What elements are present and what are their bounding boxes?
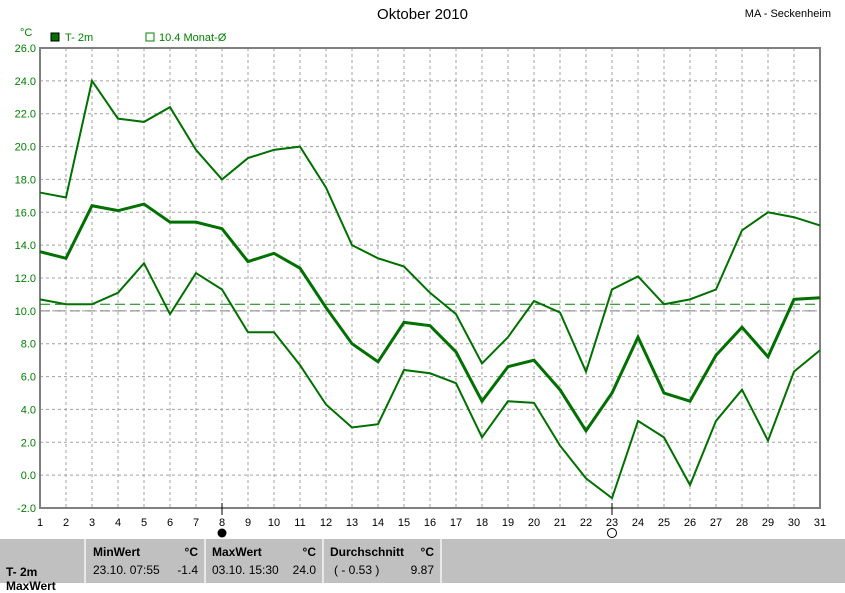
min-label: MinWert — [93, 545, 141, 559]
new-moon-icon — [217, 528, 227, 538]
legend-swatch-avg — [145, 32, 155, 42]
station-name: MA - Seckenheim — [744, 8, 831, 20]
x-tick-label: 20 — [528, 517, 540, 529]
x-tick-label: 14 — [372, 517, 384, 529]
x-tick-label: 18 — [476, 517, 488, 529]
avg-cell: Durchschnitt °C ( - 0.53 ) 9.87 — [324, 539, 442, 583]
y-tick-label: 6.0 — [21, 372, 36, 384]
legend-series-label: T- 2m — [65, 32, 93, 44]
x-tick-label: 23 — [606, 517, 618, 529]
series-cell: T- 2m MaxWert — [0, 539, 86, 593]
x-tick-label: 28 — [736, 517, 748, 529]
min-date: 23.10. 07:55 — [93, 563, 160, 577]
avg-unit: °C — [420, 545, 434, 559]
x-tick-label: 9 — [245, 517, 251, 529]
y-tick-label: 10.0 — [15, 306, 36, 318]
legend-swatch-series — [50, 32, 60, 42]
full-moon-icon — [607, 528, 617, 538]
plot-frame — [39, 47, 821, 509]
stats-panel: T- 2m MaxWert MinWert °C 23.10. 07:55 -1… — [0, 539, 845, 593]
y-tick-label: 8.0 — [21, 339, 36, 351]
min-cell: MinWert °C 23.10. 07:55 -1.4 — [86, 539, 206, 583]
x-tick-label: 26 — [684, 517, 696, 529]
legend-avg-label: 10.4 Monat-Ø — [159, 32, 227, 44]
x-tick-label: 12 — [320, 517, 332, 529]
y-tick-label: 0.0 — [21, 470, 36, 482]
x-tick-label: 13 — [346, 517, 358, 529]
y-tick-label: 4.0 — [21, 404, 36, 416]
x-tick-label: 16 — [424, 517, 436, 529]
x-tick-label: 8 — [219, 517, 225, 529]
x-tick-label: 27 — [710, 517, 722, 529]
series-line-T-2m — [39, 202, 821, 434]
max-value: 24.0 — [292, 563, 316, 577]
x-tick-label: 4 — [115, 517, 121, 529]
series-line-max — [39, 78, 821, 375]
chart-title: Oktober 2010 — [377, 6, 468, 23]
x-tick-label: 30 — [788, 517, 800, 529]
y-tick-label: 22.0 — [15, 109, 36, 121]
x-tick-label: 24 — [632, 517, 644, 529]
x-tick-label: 11 — [294, 517, 305, 529]
y-tick-label: -2.0 — [17, 503, 36, 515]
min-value: -1.4 — [177, 563, 198, 577]
y-axis-unit: °C — [20, 27, 32, 39]
avg-deviation: ( - 0.53 ) — [334, 563, 380, 577]
x-tick-label: 31 — [814, 517, 826, 529]
temperature-chart: 26.024.022.020.018.016.014.012.010.08.06… — [15, 27, 826, 538]
y-tick-label: 16.0 — [15, 207, 36, 219]
min-unit: °C — [184, 545, 198, 559]
max-date: 03.10. 15:30 — [212, 563, 279, 577]
y-tick-label: 26.0 — [15, 43, 36, 55]
y-tick-label: 24.0 — [15, 76, 36, 88]
y-tick-label: 12.0 — [15, 273, 36, 285]
max-label: MaxWert — [212, 545, 262, 559]
y-tick-label: 2.0 — [21, 437, 36, 449]
x-tick-label: 17 — [450, 517, 462, 529]
series-name: T- 2m — [6, 565, 38, 579]
series-line-min — [39, 261, 821, 500]
x-tick-label: 25 — [658, 517, 670, 529]
x-tick-label: 22 — [580, 517, 592, 529]
avg-value: 9.87 — [410, 563, 434, 577]
x-tick-label: 6 — [167, 517, 173, 529]
y-tick-label: 14.0 — [15, 240, 36, 252]
x-tick-label: 1 — [37, 517, 43, 529]
x-tick-label: 3 — [89, 517, 95, 529]
x-tick-label: 19 — [502, 517, 514, 529]
row2-label: MaxWert — [6, 579, 56, 593]
x-tick-label: 21 — [554, 517, 566, 529]
y-tick-label: 18.0 — [15, 174, 36, 186]
avg-label: Durchschnitt — [330, 545, 405, 559]
x-tick-label: 29 — [762, 517, 774, 529]
max-cell: MaxWert °C 03.10. 15:30 24.0 — [206, 539, 324, 583]
x-tick-label: 15 — [398, 517, 410, 529]
x-tick-label: 7 — [193, 517, 199, 529]
x-tick-label: 5 — [141, 517, 147, 529]
max-unit: °C — [302, 545, 316, 559]
y-tick-label: 20.0 — [15, 142, 36, 154]
x-tick-label: 10 — [268, 517, 280, 529]
x-tick-label: 2 — [63, 517, 69, 529]
